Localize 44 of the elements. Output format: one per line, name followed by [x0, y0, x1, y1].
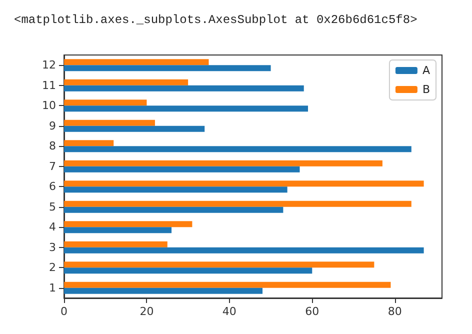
bar	[64, 247, 424, 254]
bar	[64, 268, 312, 274]
x-tick-label: 60	[305, 305, 320, 318]
legend-label: B	[422, 83, 430, 96]
y-tick-label: 6	[49, 180, 56, 194]
x-tick-label: 0	[60, 305, 68, 318]
bar	[64, 106, 308, 112]
bar	[64, 200, 412, 207]
bar	[64, 206, 284, 213]
y-tick-label: 12	[42, 58, 56, 72]
x-tick-label: 20	[140, 305, 154, 318]
bar	[64, 180, 424, 187]
bar	[64, 146, 412, 152]
bar	[64, 120, 155, 126]
legend-label: A	[422, 64, 430, 77]
bar	[64, 221, 192, 228]
bar	[64, 288, 263, 294]
bar	[64, 262, 374, 268]
bar	[64, 160, 382, 166]
y-tick-label: 1	[49, 281, 56, 294]
y-tick-label: 11	[42, 78, 56, 92]
y-tick-label: 10	[42, 99, 56, 112]
bar	[64, 59, 209, 66]
bar	[64, 126, 205, 132]
bar	[64, 166, 300, 172]
y-tick-label: 2	[49, 261, 56, 274]
x-tick-label: 80	[388, 305, 402, 318]
text: <matplotlib.axes._subplots.AxesSubplot at 0x26b6d61c5f8>	[14, 13, 418, 27]
bar	[64, 282, 391, 288]
bar	[64, 227, 172, 234]
y-tick-label: 7	[49, 160, 56, 173]
y-tick-label: 3	[49, 240, 56, 254]
y-tick-label: 9	[49, 119, 56, 132]
bar	[64, 241, 168, 248]
bar	[64, 100, 147, 106]
bar	[64, 85, 304, 92]
y-tick-label: 5	[49, 200, 56, 214]
bar	[64, 186, 288, 193]
y-tick-label: 8	[49, 140, 56, 153]
bar	[64, 140, 114, 146]
bar	[64, 79, 188, 86]
bar	[64, 65, 271, 72]
x-tick-label: 40	[222, 305, 236, 318]
y-tick-label: 4	[49, 220, 56, 234]
